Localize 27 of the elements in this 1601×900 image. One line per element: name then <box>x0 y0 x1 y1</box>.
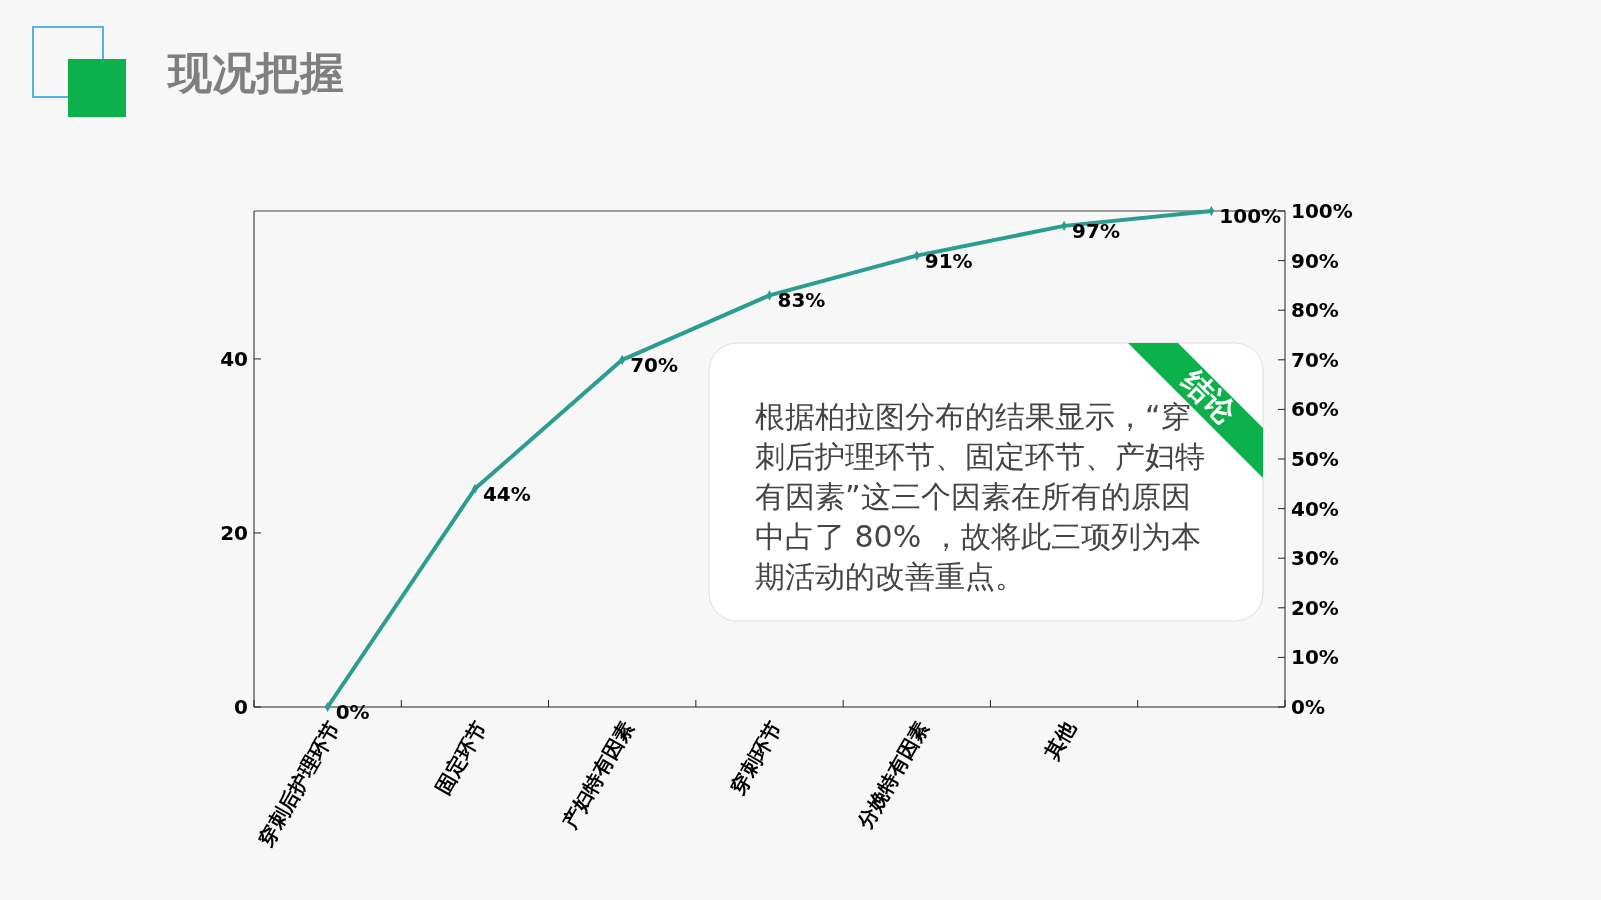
x-tick-label: 产妇特有因素 <box>557 717 639 834</box>
y2-tick-label: 50% <box>1291 447 1339 471</box>
data-label: 100% <box>1219 204 1282 228</box>
x-tick-label: 分娩特有因素 <box>851 717 934 834</box>
y2-tick-label: 60% <box>1291 397 1339 422</box>
chart-title: 现况把握 <box>166 47 344 98</box>
y2-tick-label: 0% <box>1291 695 1325 719</box>
y2-tick-label: 40% <box>1291 496 1339 521</box>
data-label: 91% <box>924 248 973 273</box>
y2-tick-label: 90% <box>1291 248 1339 273</box>
x-tick-label: 其他 <box>1039 716 1081 765</box>
y-tick-label: 40 <box>220 346 248 371</box>
data-label: 83% <box>777 288 826 313</box>
y-tick-label: 20 <box>220 520 248 545</box>
data-label: 0% <box>335 700 370 724</box>
data-label: 70% <box>630 352 679 377</box>
y2-tick-label: 10% <box>1291 645 1339 670</box>
y-tick-label: 0 <box>234 695 248 719</box>
y2-tick-label: 30% <box>1291 546 1339 571</box>
x-tick-label: 穿刺环节 <box>725 717 786 799</box>
y2-tick-label: 70% <box>1291 347 1339 372</box>
y2-tick-label: 100% <box>1291 199 1353 223</box>
y2-tick-label: 80% <box>1291 298 1339 323</box>
data-label: 44% <box>482 481 531 506</box>
data-label: 97% <box>1072 218 1120 243</box>
x-tick-label: 固定环节 <box>430 717 492 799</box>
y2-tick-label: 20% <box>1291 595 1339 620</box>
